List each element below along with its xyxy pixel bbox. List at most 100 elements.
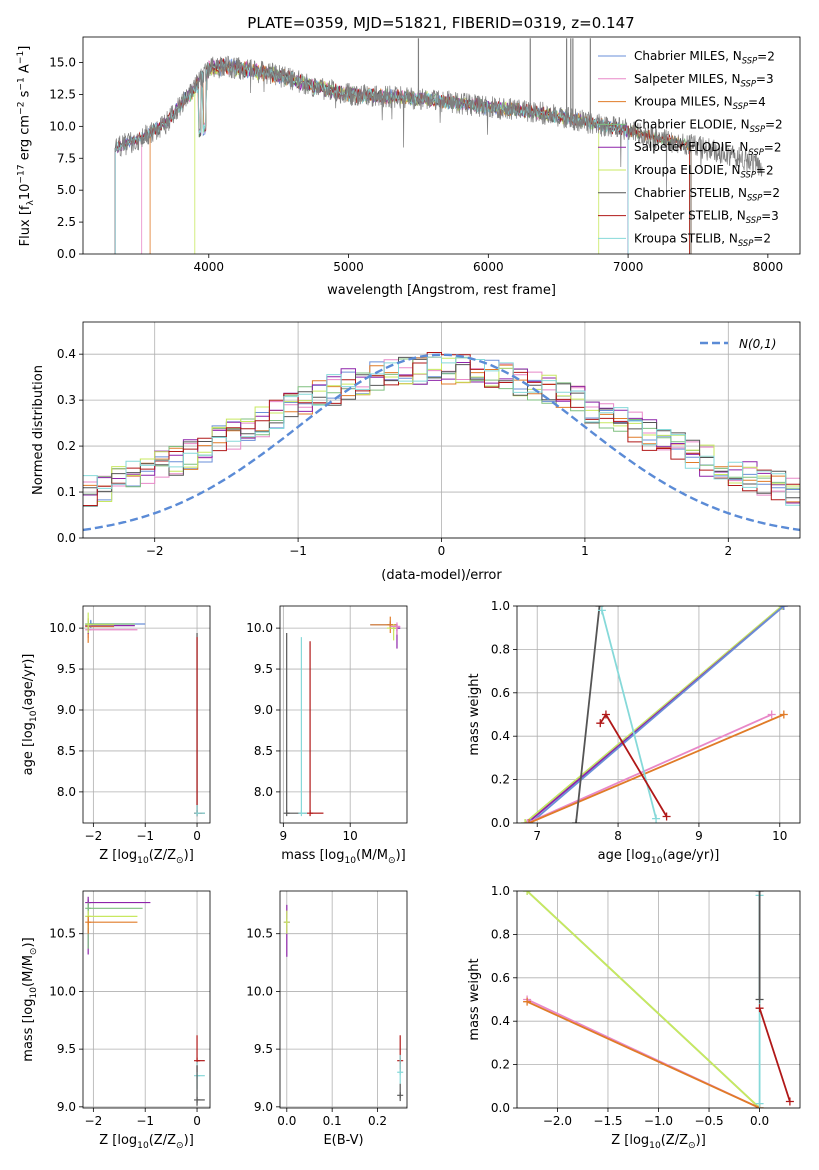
- y-tick-label: 0.4: [491, 1014, 510, 1028]
- weight-line: [575, 606, 601, 823]
- x-tick-label: 7: [533, 829, 541, 843]
- legend-entry-label-part: SSP: [733, 101, 749, 111]
- legend-entry-label-part: Kroupa ELODIE, N: [634, 163, 741, 177]
- axes-frame: [516, 605, 801, 824]
- x-axis-label-part: )]: [396, 848, 406, 863]
- y-axis-label-part: A: [17, 64, 32, 77]
- y-axis-label-part: erg cm: [18, 115, 33, 164]
- x-axis-label-part: 10: [137, 856, 149, 866]
- x-axis-label-part: )]: [184, 848, 194, 863]
- x-axis-label: (data-model)/error: [381, 568, 502, 583]
- grid: [83, 606, 210, 823]
- x-tick-label: −1: [289, 544, 307, 558]
- y-axis-label: mass weight: [467, 958, 482, 1040]
- legend-entry-label-part: =4: [748, 95, 766, 109]
- x-tick-label: 0: [193, 829, 201, 843]
- data-point: [779, 710, 788, 719]
- legend-entry-label-part: Chabrier STELIB, N: [634, 186, 747, 200]
- axes-frame: [82, 36, 801, 255]
- y-axis-label-part: 10: [18, 184, 33, 201]
- axes-spectrum: 4000 5000 6000 7000 8000 0.0 2.5 5.0 7.5 10.0 12.5…: [16, 36, 801, 298]
- x-tick-label: 4000: [194, 260, 225, 274]
- data-point: [778, 606, 787, 610]
- weight-line: [527, 713, 773, 823]
- weight-line: [524, 606, 783, 823]
- y-axis-label-part: (age/yr)]: [21, 654, 36, 711]
- x-tick-label: 6000: [473, 260, 504, 274]
- x-axis-label-part: Z [log: [99, 848, 137, 863]
- y-tick-label: 9.5: [254, 1042, 273, 1056]
- legend-entry-label-part: =3: [756, 72, 774, 86]
- axes-residuals: −2 −1 0 1 2 0.0 0.1 0.2 0.3 0.4 N(0,1) (data-model)…: [31, 321, 801, 583]
- plot-area: [283, 904, 404, 1102]
- y-axis-label: mass [log10(M/M⊙)]: [21, 937, 39, 1061]
- data-point: [521, 819, 530, 823]
- x-axis-label: age [log10(age/yr)]: [598, 848, 720, 866]
- legend-entry-label-part: Chabrier MILES, N: [634, 49, 742, 63]
- data-point: [785, 1097, 794, 1106]
- data-point: [755, 1099, 764, 1108]
- axes-mass-vs-z: −2 −1 09.09.510.010.5Z [log10(Z/Z⊙)]mass […: [21, 890, 211, 1151]
- y-tick-label: 9.5: [57, 662, 76, 676]
- legend-entry-label-part: SSP: [741, 170, 757, 180]
- plot-area: [283, 616, 401, 817]
- legend-entry-label-part: =3: [761, 209, 779, 223]
- legend-entry-label: N(0,1): [739, 337, 776, 351]
- data-point: [523, 819, 532, 823]
- x-axis-label-part: 10: [649, 1141, 661, 1151]
- x-axis-label: wavelength [Angstrom, rest frame]: [327, 283, 556, 298]
- y-tick-label: 0.0: [491, 1101, 510, 1115]
- data-point: [194, 1096, 201, 1103]
- x-axis-label-part: 10: [651, 856, 663, 866]
- model-spectrum-line: [114, 60, 628, 154]
- x-axis-label-part: ⊙: [176, 1141, 184, 1151]
- axes-age-vs-z: −2 −1 08.08.59.09.510.0Z [log10(Z/Z⊙)]age …: [21, 605, 211, 866]
- legend-entry-label-part: =2: [764, 141, 782, 155]
- y-tick-label: 0.2: [491, 1058, 510, 1072]
- x-tick-label: 10: [343, 829, 358, 843]
- weight-line: [758, 1007, 791, 1102]
- data-point: [755, 1004, 764, 1013]
- y-axis-label-part: −2: [17, 102, 27, 115]
- figure-title: PLATE=0359, MJD=51821, FIBERID=0319, z=0…: [247, 14, 634, 32]
- y-tick-label: 0.0: [57, 531, 76, 545]
- axes-frame: [82, 605, 211, 824]
- x-tick-label: 8: [614, 829, 622, 843]
- legend-entry-label-part: =2: [765, 118, 783, 132]
- y-tick-label: 0.0: [57, 247, 76, 261]
- axes-frame: [516, 890, 801, 1109]
- legend: Chabrier MILES, N SSP =2 Salpeter MILES, NS…: [598, 49, 783, 248]
- residual-histogram: [83, 356, 800, 506]
- data-point: [572, 819, 581, 823]
- y-tick-label: 0.1: [57, 485, 76, 499]
- y-axis-label-part: −1: [16, 51, 26, 64]
- x-tick-label: 8000: [753, 260, 784, 274]
- x-tick-label: −1.5: [593, 1114, 622, 1128]
- y-axis-label: Flux [fλ10−17 erg cm−2 s−1 A−1]: [16, 46, 36, 247]
- y-axis-label: age [log10(age/yr)]: [21, 654, 39, 776]
- y-tick-label: 9.0: [57, 703, 76, 717]
- y-tick-label: 10.0: [246, 984, 273, 998]
- y-tick-label: 12.5: [49, 87, 76, 101]
- legend-entry-label-part: SSP: [741, 78, 757, 88]
- x-tick-label: −2.0: [543, 1114, 572, 1128]
- legend-entry-label: Kroupa STELIB, NSSP=2: [634, 231, 771, 248]
- data-point: [755, 995, 764, 1004]
- legend-entry-label-part: Chabrier ELODIE, N: [634, 117, 750, 131]
- x-axis-label-part: )]: [696, 1133, 706, 1148]
- x-tick-label: −2: [85, 829, 103, 843]
- data-point: [307, 810, 314, 817]
- data-point: [298, 810, 305, 817]
- weight-line: [526, 891, 761, 1108]
- data-point: [601, 710, 610, 719]
- x-axis-label: Z [log10(Z/Z⊙)]: [99, 1133, 194, 1151]
- plot-area: [523, 891, 794, 1108]
- y-tick-label: 8.5: [254, 744, 273, 758]
- data-point: [595, 606, 604, 610]
- x-axis-label: Z [log10(Z/Z⊙)]: [99, 848, 194, 866]
- plot-area: [85, 612, 205, 817]
- residual-histogram: [83, 352, 800, 506]
- x-tick-label: 0.2: [368, 1114, 387, 1128]
- legend-entry-label: Salpeter MILES, NSSP=3: [634, 72, 774, 89]
- legend-entry-label: Chabrier STELIB, NSSP=2: [634, 186, 780, 203]
